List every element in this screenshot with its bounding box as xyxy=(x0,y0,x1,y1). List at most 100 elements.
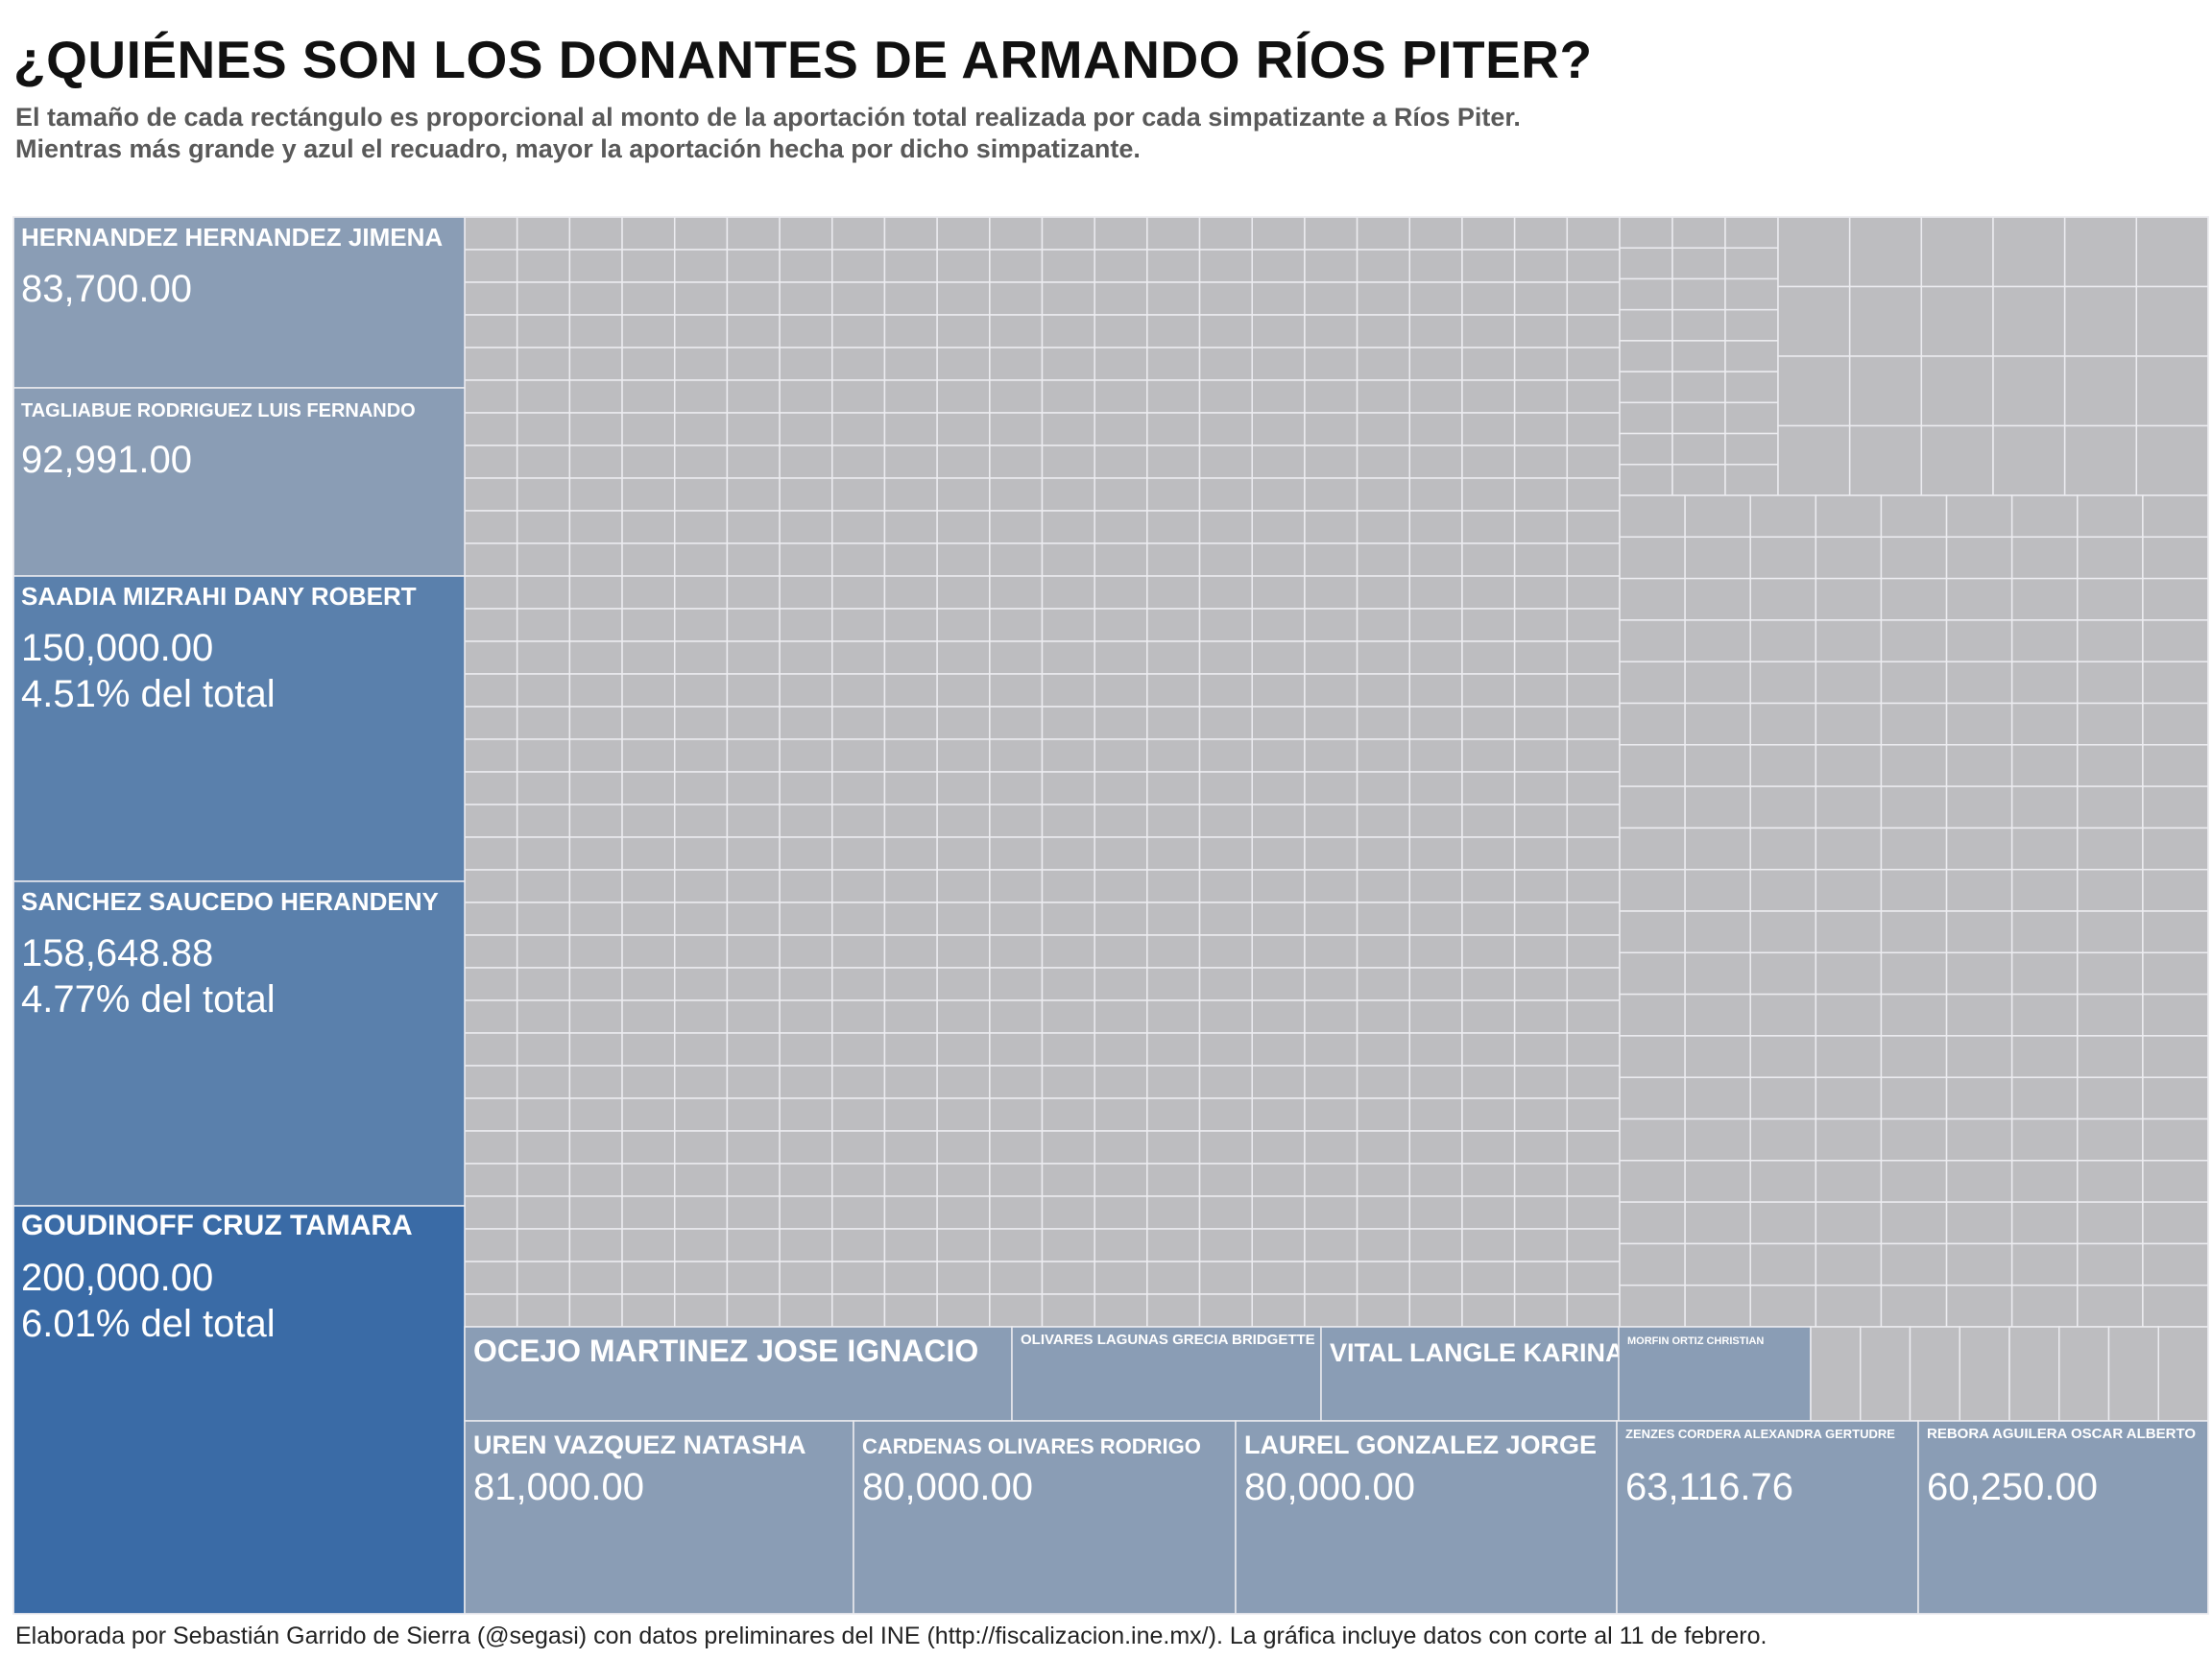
small-donor-cell xyxy=(883,804,938,838)
small-donor-cell xyxy=(1041,640,1095,675)
small-donor-cell xyxy=(726,640,781,675)
small-donor-cell xyxy=(1408,412,1463,446)
small-donor-cell xyxy=(989,379,1044,414)
small-donor-cell xyxy=(568,1130,623,1165)
small-donor-cell xyxy=(779,249,833,283)
small-donor-cell xyxy=(1041,673,1095,708)
small-donor-cell xyxy=(779,1293,833,1328)
small-donor-cell xyxy=(1356,934,1411,969)
small-donor-cell xyxy=(1304,216,1358,251)
small-donor-cell xyxy=(2142,1076,2209,1120)
small-donor-cell xyxy=(726,804,781,838)
small-donor-cell xyxy=(1945,744,2013,787)
donor-name-label: TAGLIABUE RODRIGUEZ LUIS FERNANDO xyxy=(21,400,416,421)
small-donor-cell xyxy=(1461,281,1516,316)
small-donor-cell xyxy=(1304,1195,1358,1230)
donor-cell xyxy=(1011,1326,1322,1422)
small-donor-cell xyxy=(1461,347,1516,381)
small-donor-cell xyxy=(621,1065,676,1099)
small-donor-cell xyxy=(1461,738,1516,773)
small-donor-cell xyxy=(1566,804,1621,838)
small-donor-cell xyxy=(779,771,833,805)
small-donor-cell xyxy=(883,706,938,740)
small-donor-cell xyxy=(1513,477,1569,512)
small-donor-cell xyxy=(673,249,729,283)
small-donor-cell xyxy=(989,542,1044,577)
small-donor-cell xyxy=(464,967,518,1001)
small-donor-cell xyxy=(1198,869,1253,903)
small-donor-cell xyxy=(936,347,991,381)
small-donor-cell xyxy=(2010,494,2079,539)
small-donor-cell xyxy=(989,706,1044,740)
small-donor-cell xyxy=(1304,673,1358,708)
small-donor-cell xyxy=(1880,1160,1948,1203)
small-donor-cell xyxy=(1959,1326,2010,1422)
small-donor-cell xyxy=(621,1097,676,1132)
small-donor-cell xyxy=(779,1032,833,1067)
small-donor-cell xyxy=(1566,902,1621,936)
small-donor-cell xyxy=(936,575,991,610)
small-donor-cell xyxy=(1619,1242,1686,1286)
small-donor-cell xyxy=(1356,771,1411,805)
small-donor-cell xyxy=(673,640,729,675)
small-donor-cell xyxy=(2077,661,2144,705)
small-donor-cell xyxy=(568,445,623,479)
small-donor-cell xyxy=(1146,1293,1201,1328)
small-donor-cell xyxy=(1041,281,1095,316)
small-donor-cell xyxy=(936,412,991,446)
donor-cell xyxy=(1917,1420,2209,1615)
small-donor-cell xyxy=(673,934,729,969)
small-donor-cell xyxy=(1408,542,1463,577)
small-donor-cell xyxy=(1356,804,1411,838)
small-donor-cell xyxy=(516,967,571,1001)
small-donor-cell xyxy=(2010,910,2079,954)
small-donor-cell xyxy=(1461,1032,1516,1067)
small-donor-cell xyxy=(516,216,571,251)
small-donor-cell xyxy=(1749,1201,1817,1245)
small-donor-cell xyxy=(1513,249,1569,283)
small-donor-cell xyxy=(989,445,1044,479)
small-donor-cell xyxy=(1041,477,1095,512)
small-donor-cell xyxy=(1945,1118,2013,1162)
small-donor-cell xyxy=(831,510,886,544)
small-donor-cell xyxy=(1198,249,1253,283)
small-donor-cell xyxy=(831,673,886,708)
small-donor-cell xyxy=(1619,661,1686,705)
small-donor-cell xyxy=(726,1130,781,1165)
small-donor-cell xyxy=(673,869,729,903)
small-donor-cell xyxy=(1880,494,1948,539)
small-donor-cell xyxy=(1041,608,1095,642)
small-donor-cell xyxy=(883,477,938,512)
small-donor-cell xyxy=(1251,1195,1306,1230)
small-donor-cell xyxy=(779,542,833,577)
small-donor-cell xyxy=(726,281,781,316)
small-donor-cell xyxy=(1356,738,1411,773)
small-donor-cell xyxy=(673,1261,729,1295)
small-donor-cell xyxy=(1304,771,1358,805)
small-donor-cell xyxy=(1684,951,1751,996)
small-donor-cell xyxy=(1815,536,1883,580)
small-donor-cell xyxy=(1566,1130,1621,1165)
small-donor-cell xyxy=(621,445,676,479)
small-donor-cell xyxy=(621,836,676,871)
small-donor-cell xyxy=(516,706,571,740)
small-donor-cell xyxy=(1815,1118,1883,1162)
small-donor-cell xyxy=(1749,910,1817,954)
small-donor-cell xyxy=(1777,424,1851,496)
small-donor-cell xyxy=(1619,868,1686,912)
small-donor-cell xyxy=(1251,836,1306,871)
small-donor-cell xyxy=(1513,804,1569,838)
small-donor-cell xyxy=(1408,575,1463,610)
small-donor-cell xyxy=(1815,619,1883,662)
small-donor-cell xyxy=(1094,608,1148,642)
small-donor-cell xyxy=(2077,744,2144,787)
small-donor-cell xyxy=(883,510,938,544)
small-donor-cell xyxy=(726,836,781,871)
small-donor-cell xyxy=(1724,247,1779,280)
donor-amount-label: 83,700.00 xyxy=(21,268,192,310)
small-donor-cell xyxy=(1356,608,1411,642)
small-donor-cell xyxy=(621,249,676,283)
small-donor-cell xyxy=(1619,401,1673,435)
small-donor-cell xyxy=(516,1195,571,1230)
small-donor-cell xyxy=(673,771,729,805)
